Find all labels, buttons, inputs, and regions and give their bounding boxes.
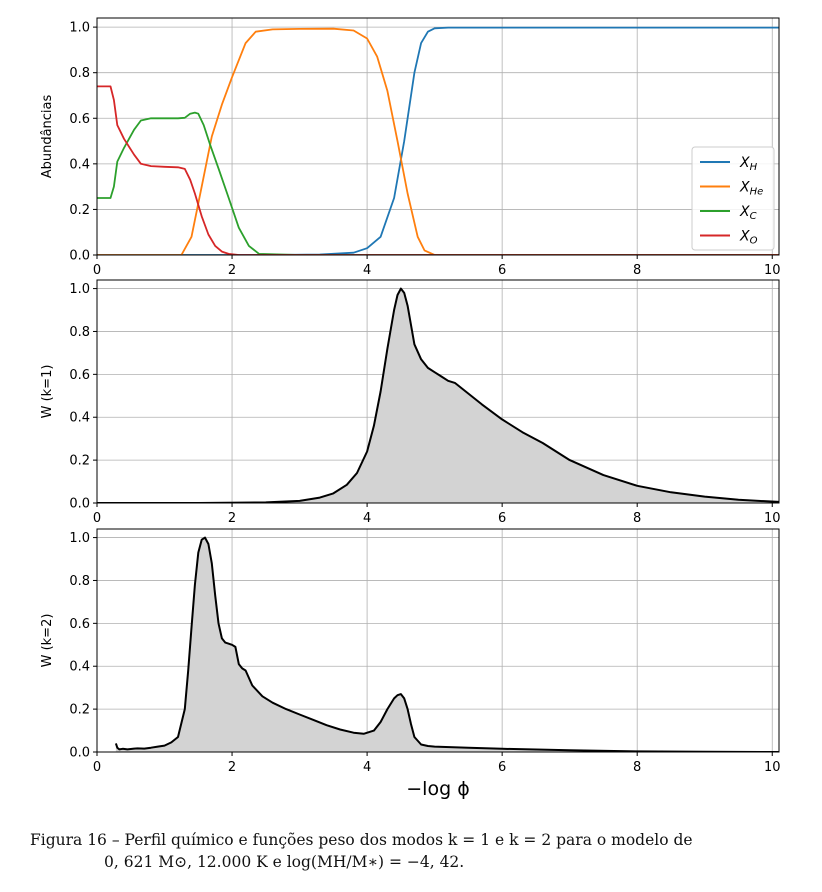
axes-frame: [96, 17, 780, 256]
x-tick-label: 6: [498, 263, 506, 278]
x-tick-label: 2: [228, 263, 236, 278]
y-tick-label: 0.6: [69, 112, 90, 127]
x-tick-label: 6: [498, 760, 506, 775]
y-tick-label: 0.8: [69, 66, 90, 81]
plot-area: [114, 536, 779, 752]
caption-line-1: Figura 16 – Perfil químico e funções pes…: [30, 831, 693, 849]
y-tick-label: 0.0: [69, 746, 90, 761]
plot-area: [97, 287, 779, 503]
legend-label: XC: [739, 204, 757, 222]
y-axis-label: W (k=2): [40, 614, 55, 668]
panel-3: 0.0 0.2 0.4 0.6 0.8 1.0 0 2 4 6 8 10 W (k=2) −log ϕ: [40, 528, 781, 800]
area-fill: [97, 288, 779, 503]
series-line-3: [97, 85, 779, 255]
x-tick-label: 0: [93, 511, 101, 526]
axes-frame: [96, 279, 780, 504]
y-tick-label: 0.4: [69, 411, 90, 426]
x-tick-label: 2: [228, 511, 236, 526]
x-tick-label: 4: [363, 760, 371, 775]
y-tick-label: 0.2: [69, 703, 90, 718]
x-tick-label: 4: [363, 263, 371, 278]
y-tick-label: 0.0: [69, 249, 90, 264]
caption-line-2: 0, 621 M⊙, 12.000 K e log(MH/M∗) = −4, 4…: [104, 853, 465, 871]
x-tick-label: 10: [764, 263, 781, 278]
figure-caption: Figura 16 – Perfil químico e funções pes…: [30, 829, 810, 873]
series-line-0: [97, 26, 779, 255]
legend-box: [691, 146, 775, 251]
panel-2: 0.0 0.2 0.4 0.6 0.8 1.0 0 2 4 6 8 10 W (k=1): [40, 279, 781, 526]
x-tick-label: 0: [93, 263, 101, 278]
y-tick-label: 1.0: [69, 21, 90, 36]
y-tick-label: 1.0: [69, 282, 90, 297]
x-tick-label: 6: [498, 511, 506, 526]
x-tick-label: 8: [633, 760, 641, 775]
area-fill: [115, 537, 779, 752]
y-tick-label: 0.4: [69, 660, 90, 675]
x-tick-label: 8: [633, 263, 641, 278]
y-tick-label: 0.6: [69, 617, 90, 632]
y-axis-label: Abundâncias: [40, 94, 55, 178]
x-tick-label: 8: [633, 511, 641, 526]
series-line-0: [97, 287, 779, 503]
x-axis-label: −log ϕ: [406, 778, 469, 800]
y-tick-label: 0.0: [69, 497, 90, 512]
x-tick-label: 10: [764, 760, 781, 775]
series-line-0: [114, 536, 779, 752]
x-tick-label: 0: [93, 760, 101, 775]
y-tick-label: 0.2: [69, 203, 90, 218]
x-tick-label: 4: [363, 511, 371, 526]
legend-label: XH: [739, 155, 758, 173]
series-line-1: [97, 27, 779, 255]
x-tick-label: 10: [764, 511, 781, 526]
legend: XH XHe XC XO: [691, 146, 775, 251]
y-tick-label: 0.8: [69, 325, 90, 340]
series-line-2: [97, 111, 779, 255]
x-tick-label: 2: [228, 760, 236, 775]
y-tick-label: 0.2: [69, 454, 90, 469]
y-tick-label: 1.0: [69, 531, 90, 546]
legend-label: XO: [739, 229, 758, 247]
y-tick-label: 0.6: [69, 368, 90, 383]
legend-label: XHe: [739, 180, 763, 198]
y-tick-label: 0.4: [69, 157, 90, 172]
y-tick-label: 0.8: [69, 574, 90, 589]
plot-area: [97, 26, 779, 255]
y-axis-label: W (k=1): [40, 365, 55, 419]
axes-frame: [96, 528, 780, 753]
